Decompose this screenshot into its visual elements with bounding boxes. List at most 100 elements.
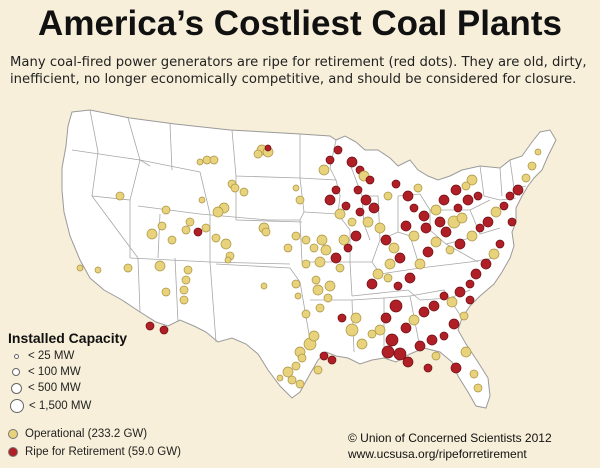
- size-circle-icon: [10, 399, 24, 413]
- operational-plant-marker: [445, 245, 455, 255]
- operational-plant-marker: [466, 230, 478, 242]
- operational-plant-marker: [220, 238, 232, 250]
- operational-plant-marker: [239, 187, 249, 197]
- retirement-plant-marker: [414, 340, 426, 352]
- operational-plant-marker: [430, 236, 442, 248]
- retirement-plant-marker: [420, 222, 432, 234]
- operational-plant-marker: [211, 233, 221, 243]
- operational-plant-marker: [488, 248, 500, 260]
- operational-plant-marker: [161, 287, 171, 297]
- retirement-plant-marker: [448, 318, 460, 330]
- retirement-plant-marker: [428, 300, 440, 312]
- retirement-plant-marker: [450, 184, 462, 196]
- operational-dot-icon: [8, 429, 18, 439]
- operational-plant-marker: [291, 361, 301, 371]
- operational-plant-marker: [224, 256, 232, 264]
- retirement-plant-marker: [393, 347, 407, 361]
- operational-plant-marker: [350, 312, 362, 324]
- retirement-plant-marker: [439, 291, 449, 301]
- operational-plant-marker: [297, 353, 307, 363]
- operational-plant-marker: [283, 243, 293, 253]
- retirement-plant-marker: [159, 325, 169, 335]
- operational-plant-marker: [469, 369, 479, 379]
- retirement-plant-marker: [145, 321, 155, 331]
- legend-status-label: Ripe for Retirement (59.0 GW): [25, 446, 181, 458]
- retirement-plant-marker: [402, 356, 414, 368]
- operational-plant-marker: [362, 216, 374, 228]
- us-land-shape: [61, 109, 557, 409]
- retirement-plant-marker: [440, 226, 452, 238]
- operational-plant-marker: [521, 173, 531, 183]
- operational-plant-marker: [311, 275, 321, 285]
- retirement-plant-marker: [473, 191, 483, 201]
- operational-plant-marker: [318, 164, 330, 176]
- operational-plant-marker: [179, 295, 189, 305]
- retirement-plant-marker: [365, 175, 375, 185]
- retirement-plant-marker: [380, 312, 392, 324]
- operational-plant-marker: [384, 258, 396, 270]
- retirement-plant-marker: [350, 230, 362, 242]
- retirement-plant-marker: [327, 355, 337, 365]
- retirement-plant-marker: [462, 194, 474, 206]
- size-circle-icon: [11, 382, 22, 394]
- operational-plant-marker: [260, 282, 268, 290]
- retirement-plant-marker: [333, 145, 343, 155]
- operational-plant-marker: [460, 346, 472, 358]
- retirement-plant-marker: [324, 194, 336, 206]
- operational-plant-marker: [301, 309, 311, 319]
- operational-plant-marker: [335, 263, 345, 273]
- operational-plant-marker: [383, 191, 393, 201]
- operational-plant-marker: [534, 148, 542, 156]
- retirement-plant-marker: [368, 202, 380, 214]
- operational-plant-marker: [347, 217, 357, 227]
- retirement-plant-marker: [381, 345, 395, 359]
- retirement-plant-marker: [499, 201, 509, 211]
- size-circle-icon: [14, 353, 19, 359]
- retirement-dot-icon: [8, 447, 18, 457]
- operational-plant-marker: [408, 314, 420, 326]
- legend-retirement: Ripe for Retirement (59.0 GW): [8, 446, 181, 458]
- operational-plant-marker: [181, 225, 191, 235]
- operational-plant-marker: [167, 235, 177, 245]
- operational-plant-marker: [308, 330, 320, 342]
- operational-plant-marker: [181, 275, 191, 285]
- operational-plant-marker: [372, 268, 384, 280]
- operational-plant-marker: [323, 293, 333, 303]
- retirement-plant-marker: [512, 184, 524, 196]
- retirement-plant-marker: [418, 306, 430, 318]
- operational-plant-marker: [490, 206, 502, 218]
- operational-plant-marker: [309, 243, 319, 253]
- operational-plant-marker: [295, 195, 305, 205]
- legend-size-1500: < 1,500 MW: [10, 399, 91, 413]
- operational-plant-marker: [276, 374, 284, 382]
- operational-plant-marker: [196, 158, 204, 166]
- legend-size-25: < 25 MW: [10, 350, 74, 362]
- retirement-plant-marker: [404, 272, 416, 284]
- retirement-plant-marker: [343, 243, 353, 253]
- retirement-plant-marker: [389, 299, 403, 313]
- retirement-plant-marker: [505, 191, 515, 201]
- operational-plant-marker: [123, 263, 133, 273]
- power-plant-markers: [76, 144, 542, 393]
- retirement-plant-marker: [366, 278, 378, 290]
- operational-plant-marker: [287, 375, 297, 385]
- operational-plant-marker: [367, 329, 377, 339]
- retirement-plant-marker: [400, 220, 412, 232]
- operational-plant-marker: [230, 183, 240, 193]
- operational-plant-marker: [345, 323, 359, 337]
- retirement-plant-marker: [482, 216, 494, 228]
- operational-plant-marker: [312, 284, 324, 296]
- legend-size-label: < 500 MW: [28, 382, 81, 394]
- operational-plant-marker: [430, 204, 442, 216]
- operational-plant-marker: [154, 260, 166, 272]
- operational-plant-marker: [374, 222, 386, 234]
- retirement-plant-marker: [475, 223, 485, 233]
- operational-plant-marker: [301, 235, 311, 245]
- retirement-plant-marker: [434, 216, 446, 228]
- retirement-plant-marker: [391, 179, 401, 189]
- retirement-plant-marker: [193, 227, 203, 237]
- operational-plant-marker: [198, 196, 206, 204]
- page-title: America’s Costliest Coal Plants: [38, 4, 562, 43]
- operational-plant-marker: [291, 231, 301, 241]
- retirement-plant-marker: [331, 185, 341, 195]
